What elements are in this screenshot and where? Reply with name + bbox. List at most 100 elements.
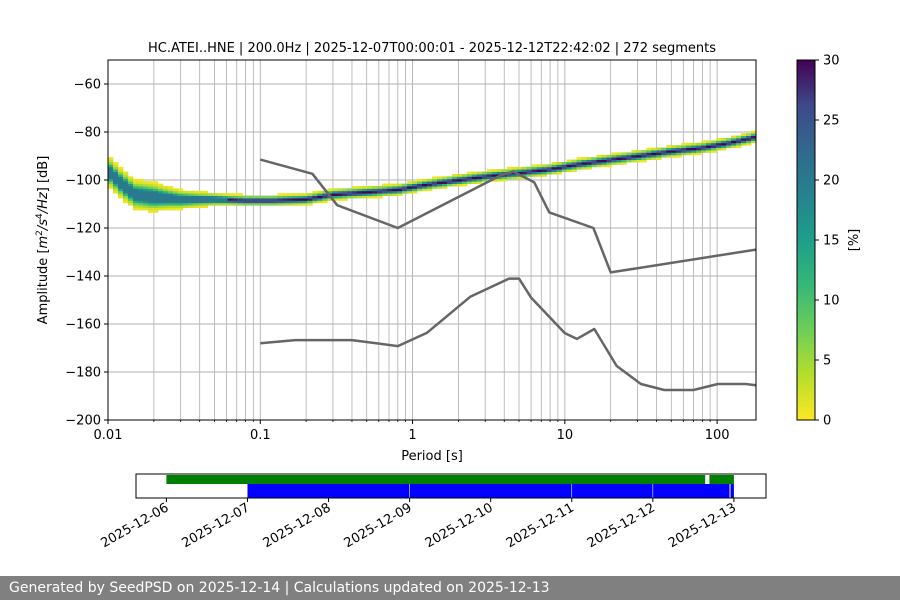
heatmap-cell — [152, 186, 159, 189]
availability-segment-blue — [653, 484, 730, 498]
heatmap-cell — [172, 205, 179, 208]
heatmap-cell — [217, 200, 224, 204]
heatmap-cell — [172, 200, 179, 204]
heatmap-cell — [112, 183, 119, 187]
colorbar — [796, 59, 816, 421]
heatmap-cell — [571, 159, 577, 163]
heatmap-cell — [292, 202, 298, 206]
heatmap-cell — [641, 152, 647, 156]
heatmap-cell — [751, 133, 756, 136]
heatmap-cell — [417, 186, 423, 189]
heatmap-cell — [152, 200, 159, 204]
heatmap-cell — [506, 176, 513, 180]
heatmap-cell — [681, 150, 687, 153]
heatmap-cell — [661, 154, 667, 158]
heatmap-cell — [436, 176, 443, 180]
heatmap-cell — [217, 202, 224, 206]
heatmap-cell — [262, 195, 268, 199]
heatmap-cell — [551, 169, 558, 172]
availability-segment-green — [166, 475, 706, 484]
heatmap-cell — [531, 171, 538, 175]
heatmap-cell — [182, 193, 189, 196]
timeline-tick-label: 2025-12-07 — [180, 500, 253, 551]
heatmap-cell — [352, 188, 358, 192]
heatmap-cell — [646, 152, 652, 156]
heatmap-cell — [427, 178, 433, 182]
heatmap-cell — [122, 186, 129, 189]
heatmap-cell — [596, 159, 602, 163]
heatmap-cell — [701, 142, 707, 146]
y-tick-label: −200 — [65, 414, 101, 429]
heatmap-cell — [162, 205, 169, 208]
heatmap-cell — [656, 154, 662, 158]
heatmap-cell — [137, 190, 144, 194]
heatmap-cell — [661, 152, 667, 156]
heatmap-cell — [202, 202, 209, 206]
heatmap-cell — [108, 186, 114, 189]
heatmap-cell — [631, 159, 637, 163]
heatmap-cell — [636, 152, 642, 156]
heatmap-cell — [432, 183, 438, 187]
heatmap-cell — [412, 181, 418, 184]
heatmap-cell — [182, 190, 189, 194]
x-tick-label: 10 — [557, 428, 574, 443]
heatmap-cell — [327, 198, 333, 201]
heatmap-cell — [132, 181, 139, 184]
heatmap-cell — [741, 142, 747, 146]
heatmap-cell — [646, 154, 652, 158]
heatmap-cell — [187, 202, 194, 206]
heatmap-cell — [721, 138, 727, 141]
heatmap-cell — [711, 142, 717, 146]
heatmap-cell — [237, 200, 243, 204]
heatmap-cell — [586, 164, 592, 168]
x-tick-label: 1 — [408, 428, 416, 443]
heatmap-cell — [117, 169, 124, 172]
heatmap-cell — [157, 202, 164, 206]
heatmap-cell — [696, 152, 702, 156]
heatmap-cell — [496, 176, 503, 180]
heatmap-cell — [108, 178, 114, 182]
heatmap-cell — [571, 169, 577, 172]
heatmap-cell — [412, 190, 418, 194]
heatmap-cell — [556, 166, 562, 170]
heatmap-cell — [147, 205, 154, 208]
heatmap-cell — [197, 193, 204, 196]
heatmap-cell — [402, 186, 408, 189]
heatmap-cell — [157, 193, 164, 196]
heatmap-cell — [541, 171, 548, 175]
heatmap-cell — [377, 190, 383, 194]
y-label-post: ] [dB] — [36, 156, 51, 193]
heatmap-cell — [372, 193, 378, 196]
heatmap-cell — [202, 198, 209, 201]
heatmap-cell — [227, 200, 234, 204]
heatmap-cell — [242, 202, 248, 206]
heatmap-cell — [177, 190, 184, 194]
heatmap-cell — [686, 152, 692, 156]
heatmap-cell — [731, 140, 737, 144]
heatmap-cell — [117, 176, 124, 180]
heatmap-cell — [152, 181, 159, 184]
heatmap-cell — [546, 171, 553, 175]
timeline-tick-label: 2025-12-06 — [98, 500, 171, 551]
heatmap-cell — [267, 195, 273, 199]
heatmap-cell — [122, 174, 129, 177]
heatmap-cell — [541, 169, 548, 172]
y-label-m: m — [36, 236, 51, 249]
heatmap-cell — [561, 162, 567, 165]
heatmap-cell — [302, 202, 308, 206]
timeline-tick-label: 2025-12-10 — [423, 500, 496, 551]
heatmap-cell — [746, 138, 752, 141]
heatmap-cell — [471, 181, 478, 184]
heatmap-cell — [132, 186, 139, 189]
heatmap-cell — [132, 202, 139, 206]
heatmap-cell — [731, 145, 737, 148]
heatmap-cell — [491, 178, 498, 182]
heatmap-cell — [666, 145, 672, 148]
heatmap-cell — [721, 140, 727, 144]
heatmap-cell — [601, 157, 607, 160]
heatmap-cell — [137, 183, 144, 187]
heatmap-cell — [721, 142, 727, 146]
heatmap-cell — [112, 188, 119, 192]
heatmap-cell — [397, 190, 403, 194]
heatmap-cell — [731, 135, 737, 139]
